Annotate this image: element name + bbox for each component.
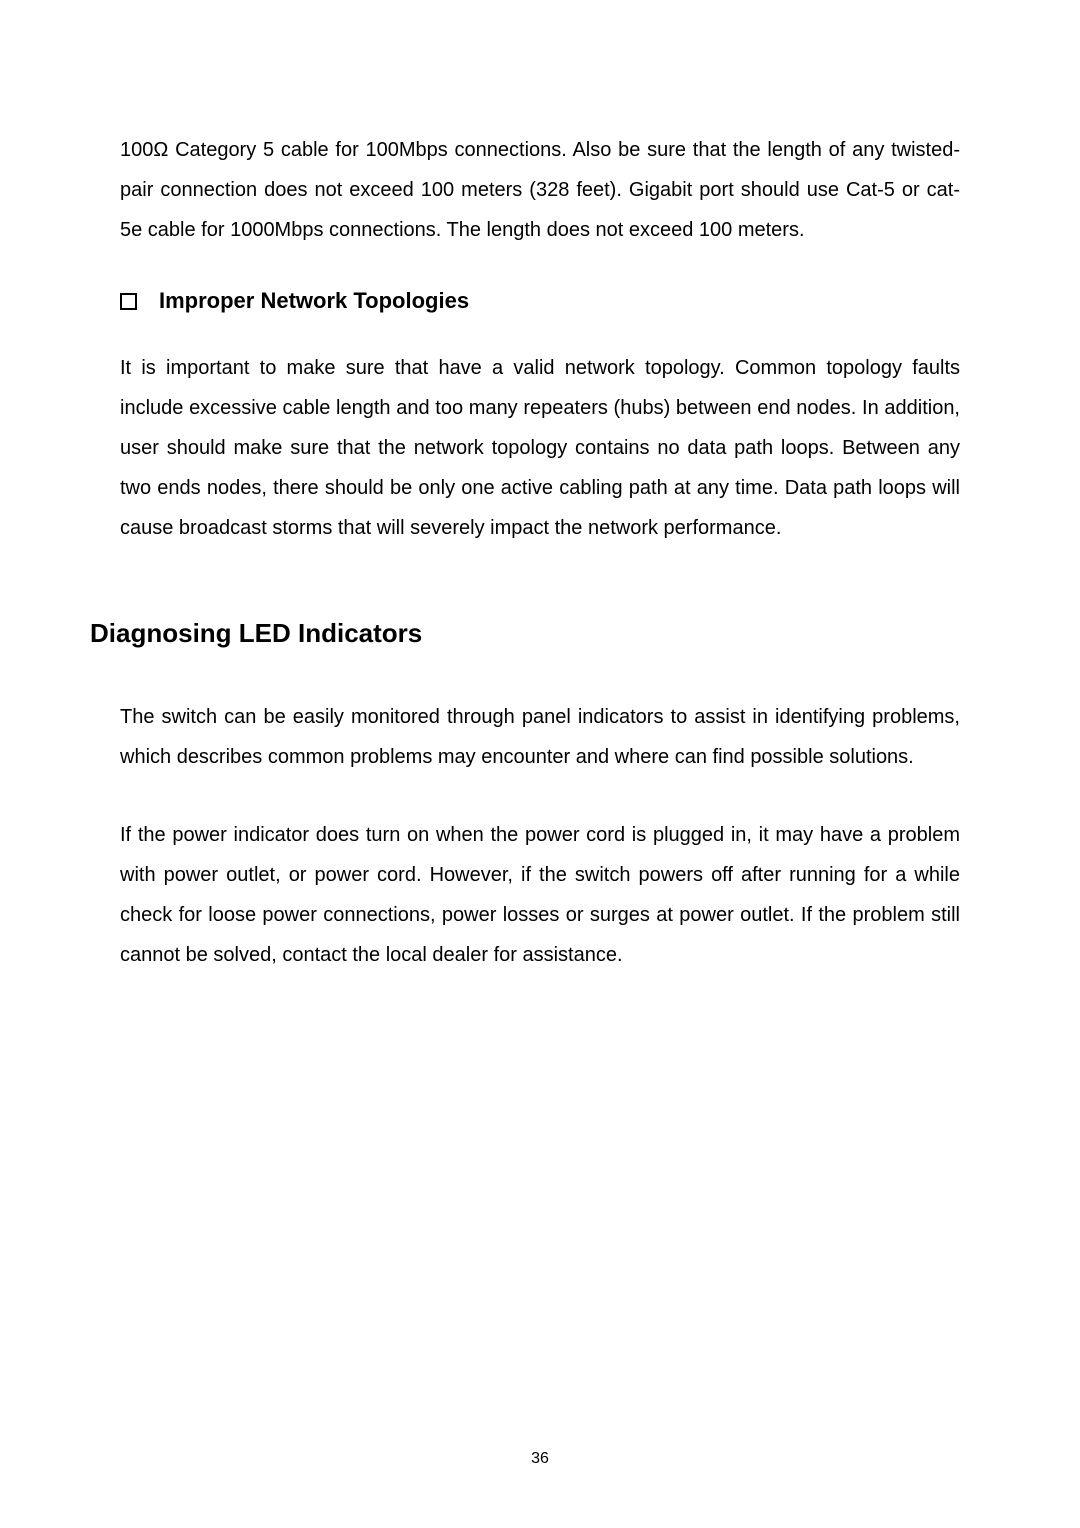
paragraph-led-2: If the power indicator does turn on when… xyxy=(120,815,960,975)
sub-heading-text: Improper Network Topologies xyxy=(159,288,469,314)
document-page: 100Ω Category 5 cable for 100Mbps connec… xyxy=(0,0,1080,1528)
section-heading-led: Diagnosing LED Indicators xyxy=(90,618,960,649)
square-bullet-icon xyxy=(120,293,137,310)
paragraph-topology: It is important to make sure that have a… xyxy=(120,348,960,548)
paragraph-cable: 100Ω Category 5 cable for 100Mbps connec… xyxy=(120,130,960,250)
paragraph-led-1: The switch can be easily monitored throu… xyxy=(120,697,960,777)
page-number: 36 xyxy=(0,1450,1080,1468)
sub-heading-row: Improper Network Topologies xyxy=(120,288,960,314)
